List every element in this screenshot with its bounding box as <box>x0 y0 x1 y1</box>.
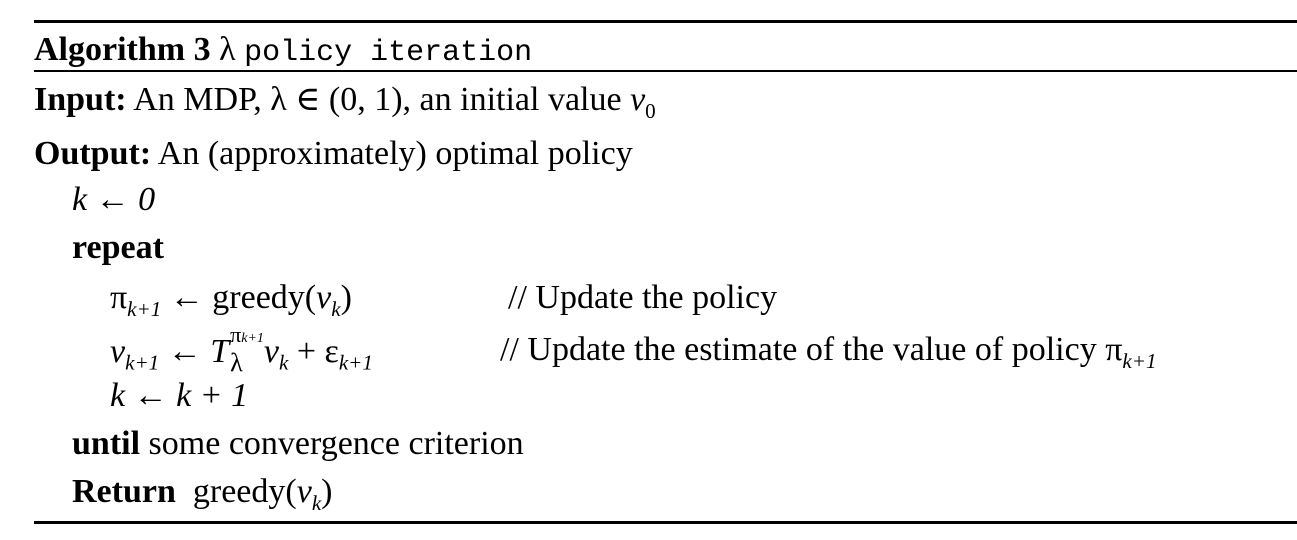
input-text-1: An MDP, <box>133 81 271 118</box>
greedy-call: ← greedy( <box>161 279 317 316</box>
algorithm-lambda-symbol: λ <box>219 31 236 68</box>
greedy-arg-sub: k <box>331 296 341 321</box>
repeat-keyword: repeat <box>72 229 164 266</box>
comment-value-text: // Update the estimate of the value of p… <box>500 331 1123 368</box>
greedy-arg: v <box>316 279 332 316</box>
input-label: Input: <box>34 81 127 118</box>
return-greedy: greedy( <box>192 473 297 510</box>
operator-T: T <box>210 332 230 370</box>
top-rule <box>34 20 1297 23</box>
return-close: ) <box>321 473 333 510</box>
until-line: until some convergence criterion <box>72 424 524 464</box>
header-rule <box>34 70 1297 72</box>
until-text: some convergence criterion <box>140 425 524 462</box>
operator-T-sup-sub: k+1 <box>241 331 264 346</box>
algorithm-label: Algorithm 3 <box>34 31 211 68</box>
epsilon-sub: k+1 <box>338 350 373 375</box>
comment-value: // Update the estimate of the value of p… <box>500 330 1157 373</box>
comment-policy: // Update the policy <box>508 279 778 316</box>
operator-T-scripts: πk+1 λ <box>230 324 264 378</box>
input-v-sub: 0 <box>645 98 656 123</box>
return-v-sub: k <box>311 490 322 515</box>
output-label: Output: <box>34 135 152 172</box>
output-line: Output: An (approximately) optimal polic… <box>34 134 633 174</box>
operator-T-sub: λ <box>230 348 243 377</box>
input-v: v <box>630 81 646 118</box>
line-policy-update: πk+1 ← greedy(vk) <box>110 278 352 321</box>
v-lhs-sub: k+1 <box>125 350 160 375</box>
input-line: Input: An MDP, λ ∈ (0, 1), an initial va… <box>34 80 656 123</box>
v-arrow: ← <box>159 332 211 370</box>
v-rhs: v <box>263 332 280 370</box>
return-keyword: Return <box>72 473 176 510</box>
return-v: v <box>296 473 312 510</box>
line-increment: k ← k + 1 <box>110 377 249 414</box>
output-text: An (approximately) optimal policy <box>157 135 633 172</box>
input-text-2: , an initial value <box>402 81 631 118</box>
pi-sub: k+1 <box>127 296 162 321</box>
input-math: λ ∈ (0, 1) <box>270 81 403 118</box>
operator-T-sup: πk+1 <box>230 324 264 346</box>
pi-symbol: π <box>110 279 128 316</box>
bottom-rule <box>34 521 1297 524</box>
operator-T-sup-pi: π <box>230 322 242 347</box>
plus-epsilon: + ε <box>288 332 339 370</box>
return-line: Return greedy(vk) <box>72 472 333 515</box>
v-rhs-sub: k <box>279 350 289 375</box>
until-keyword: until <box>72 425 141 462</box>
comment-value-sub: k+1 <box>1122 348 1157 373</box>
algorithm-title: policy iteration <box>244 36 533 70</box>
algorithm-header: Algorithm 3 λ policy iteration <box>34 30 532 73</box>
v-lhs: v <box>110 332 126 370</box>
line-init: k ← 0 <box>72 181 156 218</box>
greedy-close: ) <box>340 279 352 316</box>
